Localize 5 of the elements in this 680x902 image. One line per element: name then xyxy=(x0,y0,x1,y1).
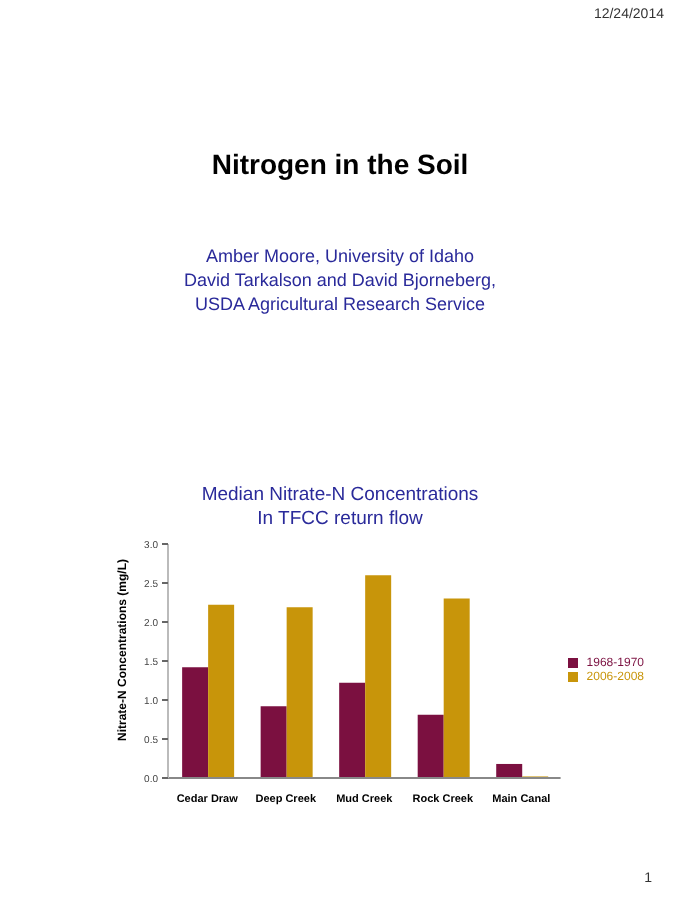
text: Nitrogen in the Soil xyxy=(209,148,471,180)
text: Amber Moore, University of Idaho xyxy=(203,244,477,268)
text: USDA Agricultural Research Service xyxy=(192,292,488,316)
chart-title: Median Nitrate-N Concentrations In TFCC return flow xyxy=(199,484,481,532)
text: David Tarkalson and David Bjorneberg, xyxy=(182,268,498,292)
